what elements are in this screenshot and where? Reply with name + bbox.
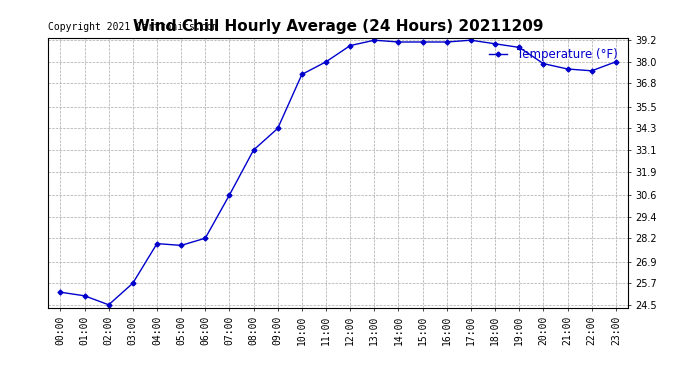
Temperature (°F) [128,281,137,285]
Temperature (°F) [443,40,451,44]
Temperature (°F) [540,62,548,66]
Temperature (°F) [515,45,523,50]
Temperature (°F) [563,67,571,71]
Temperature (°F) [177,243,185,248]
Temperature (°F) [105,303,113,307]
Line: Temperature (°F): Temperature (°F) [59,39,618,306]
Text: Copyright 2021 Cartronics.com: Copyright 2021 Cartronics.com [48,22,219,32]
Legend: Temperature (°F): Temperature (°F) [484,44,622,66]
Temperature (°F) [80,294,88,298]
Temperature (°F) [56,290,65,294]
Temperature (°F) [418,40,426,44]
Temperature (°F) [201,236,210,240]
Temperature (°F) [250,148,258,152]
Temperature (°F) [611,60,620,64]
Title: Wind Chill Hourly Average (24 Hours) 20211209: Wind Chill Hourly Average (24 Hours) 202… [133,18,543,33]
Temperature (°F) [322,60,330,64]
Temperature (°F) [491,42,500,46]
Temperature (°F) [587,69,595,73]
Temperature (°F) [153,242,161,246]
Temperature (°F) [466,38,475,42]
Temperature (°F) [346,44,355,48]
Temperature (°F) [394,40,402,44]
Temperature (°F) [273,126,282,130]
Temperature (°F) [298,72,306,76]
Temperature (°F) [370,38,378,42]
Temperature (°F) [225,193,233,197]
